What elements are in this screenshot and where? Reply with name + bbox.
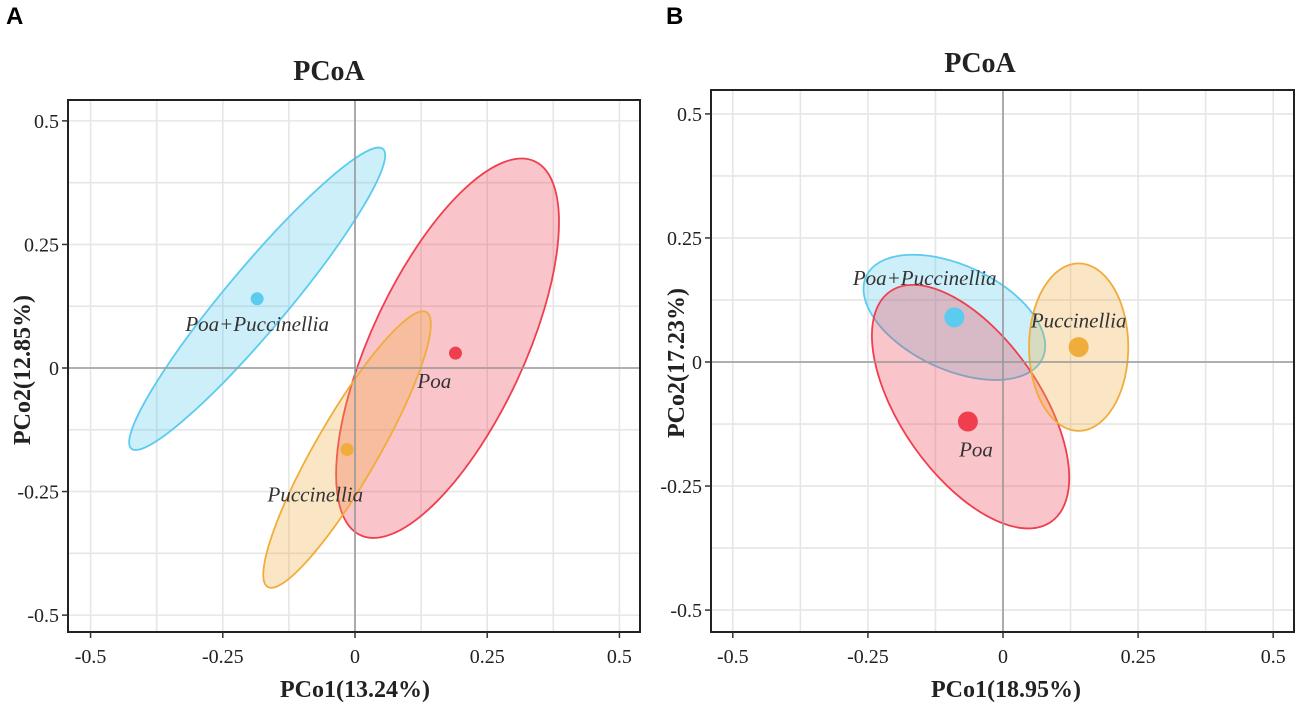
x-tick-label: -0.25 bbox=[202, 646, 244, 668]
panel-letter: A bbox=[6, 3, 23, 30]
y-tick-label: 0.5 bbox=[677, 104, 702, 126]
y-tick-label: 0.25 bbox=[667, 228, 702, 250]
group-label: Poa bbox=[416, 369, 451, 393]
panel-b: B PCoA Poa+Puccinellia Poa Puccinellia -0.5 -0… bbox=[660, 3, 1295, 703]
confidence-ellipse bbox=[871, 283, 1071, 530]
panel-a: A PCoA Poa+Puccinellia Poa Puccinellia -0.5 -0… bbox=[6, 3, 641, 703]
x-tick-label: 0.5 bbox=[607, 646, 632, 668]
centroid-point bbox=[1068, 337, 1089, 358]
x-tick-label: 0.25 bbox=[470, 646, 505, 668]
centroid-point bbox=[944, 307, 965, 328]
x-tick-label: 0 bbox=[350, 646, 360, 668]
y-tick-label: 0 bbox=[49, 358, 59, 380]
chart-title: PCoA bbox=[944, 48, 1016, 79]
chart-title: PCoA bbox=[293, 56, 365, 87]
plot-frame bbox=[67, 99, 641, 633]
group-label: Poa bbox=[958, 437, 993, 461]
x-axis-label: PCo1(13.24%) bbox=[280, 677, 430, 703]
y-tick-label: 0 bbox=[692, 352, 702, 374]
y-axis-label: PCo2(17.23%) bbox=[664, 288, 690, 438]
panel-letter: B bbox=[666, 3, 683, 30]
y-tick-label: 0.5 bbox=[34, 111, 59, 133]
x-tick-label: -0.25 bbox=[847, 646, 889, 668]
group-label: Poa+Puccinellia bbox=[852, 266, 997, 290]
group-label: Puccinellia bbox=[267, 482, 364, 506]
plot-background bbox=[68, 100, 640, 632]
y-axis-label: PCo2(12.85%) bbox=[10, 295, 36, 445]
y-tick-label: -0.25 bbox=[17, 482, 59, 504]
x-tick-label: -0.5 bbox=[75, 646, 107, 668]
y-tick-label: -0.5 bbox=[27, 605, 59, 627]
x-axis-label: PCo1(18.95%) bbox=[931, 677, 1081, 703]
confidence-ellipse bbox=[335, 157, 560, 539]
x-tick-label: 0 bbox=[998, 646, 1008, 668]
centroid-point bbox=[448, 346, 462, 360]
group-label: Puccinellia bbox=[1030, 308, 1127, 332]
y-tick-label: -0.25 bbox=[660, 476, 702, 498]
centroid-point bbox=[340, 443, 354, 457]
centroid-point bbox=[957, 411, 978, 432]
x-tick-label: -0.5 bbox=[717, 646, 749, 668]
x-tick-label: 0.5 bbox=[1261, 646, 1286, 668]
y-tick-label: 0.25 bbox=[24, 234, 59, 256]
y-tick-label: -0.5 bbox=[670, 600, 702, 622]
centroid-point bbox=[250, 292, 264, 306]
group-label: Poa+Puccinellia bbox=[184, 312, 329, 336]
x-tick-label: 0.25 bbox=[1121, 646, 1156, 668]
